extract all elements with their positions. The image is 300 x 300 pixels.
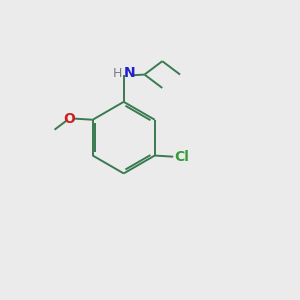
Text: N: N (124, 66, 135, 80)
Text: H: H (112, 67, 122, 80)
Text: Cl: Cl (175, 150, 189, 164)
Text: O: O (64, 112, 76, 126)
